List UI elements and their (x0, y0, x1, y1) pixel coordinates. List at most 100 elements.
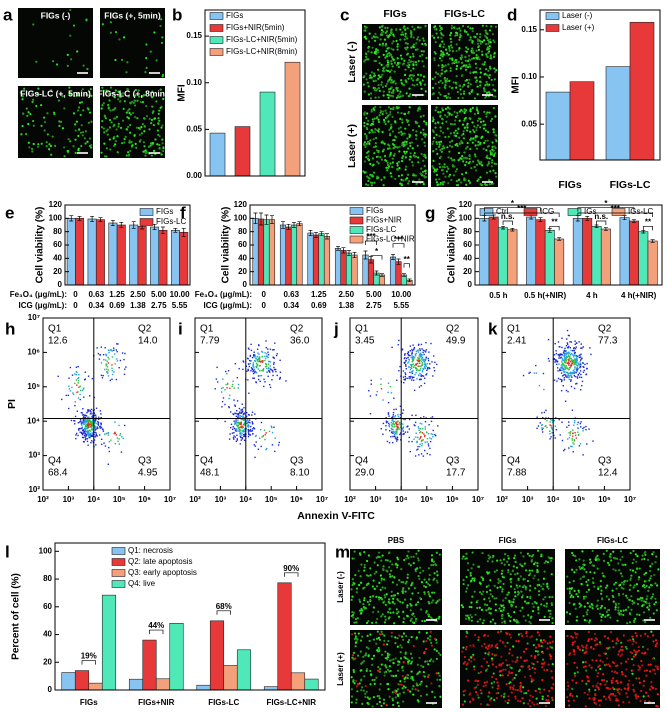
event-dot (541, 428, 544, 431)
cell-dot (472, 563, 475, 566)
cell-dot (466, 129, 469, 132)
cell-dot (81, 131, 85, 134)
cell-dot (427, 674, 430, 677)
event-dot (393, 426, 396, 428)
cell-dot (371, 657, 374, 660)
cell-dot (379, 33, 382, 36)
cell-dot (599, 606, 602, 609)
significance-label: ** (551, 217, 558, 226)
cell-dot (483, 603, 487, 606)
event-dot (83, 387, 85, 389)
cell-dot (364, 52, 367, 55)
event-dot (430, 433, 433, 435)
cell-dot (542, 577, 546, 580)
event-dot (232, 437, 235, 439)
cell-dot (383, 176, 386, 179)
cell-dot (129, 113, 133, 116)
event-dot (386, 421, 389, 423)
y-tick-label: 40 (238, 253, 247, 262)
event-dot (394, 437, 397, 439)
cell-dot (401, 132, 404, 135)
cell-dot (510, 605, 513, 608)
event-dot (577, 431, 579, 433)
event-dot (406, 352, 409, 355)
quadrant-value: 3.45 (355, 336, 375, 347)
event-dot (94, 436, 96, 438)
y-tick-label: 10⁷ (28, 313, 40, 322)
event-dot (388, 423, 391, 426)
cell-dot (465, 557, 468, 560)
cell-dot (409, 152, 412, 155)
cell-dot (597, 586, 600, 589)
cell-dot (392, 143, 396, 147)
cell-dot (481, 551, 484, 555)
cell-dot (521, 594, 524, 597)
cell-dot (487, 607, 490, 611)
event-dot (427, 433, 430, 435)
cell-dot (474, 134, 478, 138)
cell-dot (385, 82, 388, 86)
cell-dot (416, 48, 419, 51)
cell-dot (507, 569, 510, 572)
cell-dot (581, 550, 584, 553)
cell-dot (159, 106, 162, 109)
plot-frame (54, 542, 326, 691)
y-tick-label: 0 (58, 280, 63, 289)
event-dot (254, 456, 256, 459)
cell-dot (376, 49, 379, 52)
cell-dot (411, 592, 414, 595)
cell-dot (513, 556, 516, 560)
event-dot (560, 366, 563, 368)
cell-dot (407, 587, 410, 590)
event-dot (578, 356, 581, 359)
event-dot (236, 413, 239, 415)
cell-dot (491, 83, 495, 87)
cell-dot (416, 144, 419, 147)
significance-bracket (81, 660, 96, 665)
cell-dot (382, 53, 385, 56)
event-dot (434, 434, 437, 437)
cell-dot (375, 116, 378, 120)
event-dot (424, 360, 427, 362)
event-dot (74, 404, 76, 407)
cell-dot (631, 602, 634, 605)
cell-dot (458, 84, 461, 88)
y-tick-label: 40 (43, 630, 52, 639)
cell-dot (642, 600, 646, 603)
cell-dot (425, 123, 428, 126)
event-dot (421, 443, 423, 445)
y-tick-label: 60 (463, 240, 472, 249)
significance-bracket (365, 240, 377, 245)
cell-dot (388, 128, 391, 131)
event-dot (571, 376, 573, 378)
event-dot (576, 361, 578, 364)
cell-dot (353, 682, 356, 685)
event-dot (233, 438, 235, 440)
event-dot (565, 367, 567, 369)
cell-dot (433, 58, 436, 62)
bar (629, 21, 655, 161)
cell-dot (363, 550, 366, 554)
cell-dot (386, 59, 389, 62)
cell-dot (367, 176, 370, 179)
event-dot (560, 379, 563, 381)
event-dot (399, 417, 402, 419)
event-dot (426, 437, 429, 440)
plot-frame (249, 204, 416, 286)
cell-dot (510, 600, 513, 603)
cell-dot (458, 136, 461, 139)
cell-dot (373, 587, 376, 590)
event-dot (411, 376, 414, 378)
quadrant-name: Q2 (598, 324, 612, 335)
cell-dot (646, 595, 649, 598)
cell-dot (622, 613, 625, 617)
event-dot (586, 443, 588, 445)
event-dot (568, 358, 570, 361)
cell-dot (583, 618, 586, 622)
error-bar (264, 214, 269, 225)
cell-dot (649, 565, 652, 568)
event-dot (240, 423, 242, 425)
cell-dot (489, 593, 492, 596)
cell-dot (406, 42, 409, 45)
event-dot (89, 413, 92, 415)
